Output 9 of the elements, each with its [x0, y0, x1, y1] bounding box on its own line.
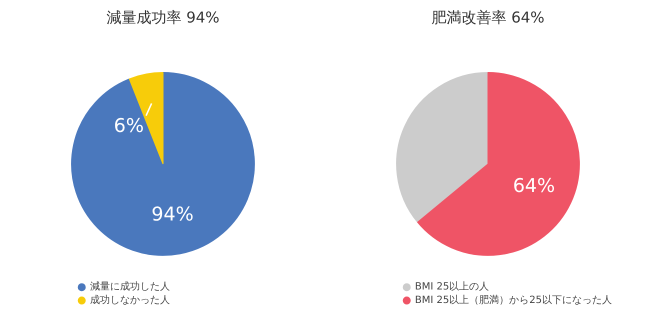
legend-label: 減量に成功した人 [90, 280, 170, 293]
chart-title: 減量成功率 94% [106, 8, 220, 26]
data-label: 64% [512, 174, 556, 197]
chart-title: 肥満改善率 64% [431, 8, 545, 26]
data-label: 94% [151, 203, 194, 226]
data-label: 6% [114, 114, 144, 137]
legend-label: BMI 25以上の人 [414, 280, 490, 293]
legend-label: BMI 25以上（肥満）から25以下になった人 [414, 294, 612, 306]
legend-label: 成功しなかった人 [90, 294, 170, 306]
